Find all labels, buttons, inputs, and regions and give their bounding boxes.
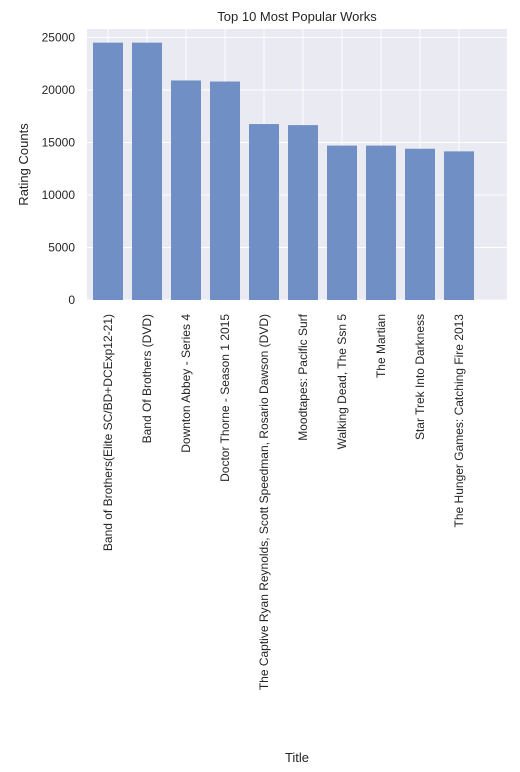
- bar: [210, 81, 240, 300]
- x-tick-label: Walking Dead, The Ssn 5: [335, 314, 349, 450]
- x-tick-label: Band Of Brothers (DVD): [140, 314, 154, 443]
- x-tick-label: The Martian: [374, 314, 388, 378]
- bar: [171, 80, 201, 300]
- bar: [327, 145, 357, 300]
- bar: [93, 42, 123, 301]
- y-axis-label: Rating Counts: [16, 123, 31, 206]
- bar: [249, 124, 279, 300]
- bar: [288, 125, 318, 300]
- bars: [93, 42, 474, 301]
- y-tick-label: 15000: [42, 135, 76, 149]
- y-tick-labels: 0 5000 10000 15000 20000 25000: [42, 30, 76, 307]
- x-tick-label: The Captive Ryan Reynolds, Scott Speedma…: [257, 314, 271, 690]
- y-tick-label: 10000: [42, 188, 76, 202]
- bar: [405, 148, 435, 300]
- x-tick-label: Band of Brothers(Elite SC/BD+DCExp12-21): [101, 314, 115, 551]
- bar: [366, 145, 396, 300]
- y-tick-label: 20000: [42, 83, 76, 97]
- x-tick-label: Downton Abbey - Series 4: [179, 314, 193, 453]
- x-tick-label: Moodtapes: Pacific Surf: [296, 313, 310, 440]
- x-tick-label: Doctor Thorne - Season 1 2015: [218, 314, 232, 482]
- y-tick-label: 5000: [48, 240, 75, 254]
- x-tick-labels: Band of Brothers(Elite SC/BD+DCExp12-21)…: [101, 313, 466, 690]
- bar: [132, 42, 162, 301]
- chart-title: Top 10 Most Popular Works: [217, 9, 377, 24]
- y-tick-label: 25000: [42, 30, 76, 44]
- x-tick-label: Star Trek Into Darkness: [413, 314, 427, 440]
- x-tick-label: The Hunger Games: Catching Fire 2013: [452, 314, 466, 528]
- bar: [444, 151, 474, 300]
- x-axis-label: Title: [285, 750, 309, 765]
- y-tick-label: 0: [68, 293, 75, 307]
